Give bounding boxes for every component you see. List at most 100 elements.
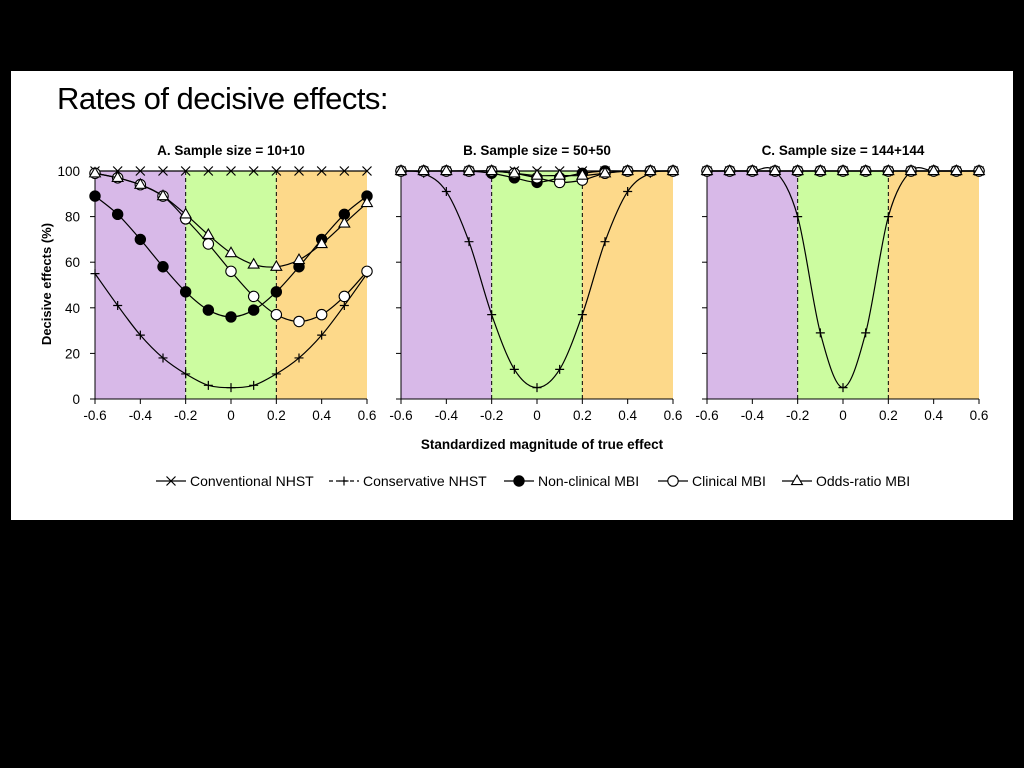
x-tick-label: -0.6	[83, 408, 106, 423]
x-tick-label: 0.4	[312, 408, 331, 423]
data-point	[224, 246, 238, 258]
region-negative	[95, 171, 186, 399]
data-point	[269, 259, 283, 271]
data-point	[600, 237, 610, 247]
x-tick-label: -0.6	[389, 408, 412, 423]
legend-item-non-clinical-mbi: Non-clinical MBI	[504, 473, 639, 489]
x-tick-label: 0.2	[267, 408, 286, 423]
panel-2: -0.6 -0.4 -0.2 0 0.2 0.4 0.6 B. Sample size = 5…	[389, 143, 682, 423]
series-odds-ratio-mbi	[88, 166, 374, 271]
data-point	[111, 208, 124, 221]
region-trivial	[185, 171, 277, 399]
data-point	[156, 189, 170, 201]
data-point	[225, 265, 237, 278]
y-tick-label: 40	[65, 301, 80, 316]
legend-item-conservative-nhst: Conservative NHST	[329, 473, 487, 489]
region-positive	[888, 171, 979, 399]
data-point	[360, 196, 374, 208]
region-negative	[401, 171, 492, 399]
y-tick-label: 80	[65, 210, 80, 225]
data-point	[339, 166, 350, 176]
panel-title: A. Sample size = 10+10	[157, 143, 305, 158]
data-point	[135, 166, 146, 176]
data-point	[315, 237, 329, 249]
data-point	[113, 301, 123, 311]
slide-title: Rates of decisive effects:	[57, 81, 389, 116]
x-tick-label: -0.2	[480, 408, 503, 423]
data-point	[555, 364, 565, 374]
data-point	[972, 164, 986, 176]
data-point	[247, 290, 260, 303]
x-tick-label: 0	[533, 408, 541, 423]
data-point	[362, 166, 372, 176]
data-point	[315, 308, 328, 321]
data-point	[793, 212, 803, 222]
data-point	[339, 301, 349, 311]
x-tick-label: 0.2	[879, 408, 898, 423]
data-point	[441, 187, 451, 197]
data-point	[271, 166, 282, 176]
y-tick-label: 20	[65, 346, 80, 361]
x-tick-label: -0.2	[786, 408, 809, 423]
series-odds-ratio-mbi	[700, 164, 986, 176]
legend-label: Conventional NHST	[190, 473, 314, 489]
data-point	[294, 353, 304, 363]
legend-label: Clinical MBI	[692, 473, 766, 489]
data-point	[643, 164, 657, 176]
data-point	[270, 308, 283, 321]
data-point	[270, 286, 283, 298]
x-tick-label: -0.4	[741, 408, 765, 423]
x-tick-label: -0.6	[695, 408, 718, 423]
data-point	[949, 164, 963, 176]
data-point	[487, 310, 497, 320]
data-point	[464, 237, 474, 247]
data-point	[791, 164, 805, 176]
data-point	[316, 166, 327, 176]
data-point	[532, 383, 542, 393]
data-point	[598, 166, 612, 178]
data-point	[226, 166, 236, 176]
data-point	[417, 164, 431, 176]
data-point	[577, 310, 587, 320]
y-axis-label: Decisive effects (%)	[39, 223, 54, 345]
x-tick-label: 0	[839, 408, 847, 423]
data-point	[723, 164, 737, 176]
data-point	[745, 164, 759, 176]
data-point	[248, 166, 259, 176]
data-point	[815, 328, 825, 338]
data-point	[575, 168, 589, 180]
series-conservative-nhst	[90, 269, 372, 393]
data-point	[337, 216, 351, 228]
data-point	[859, 164, 873, 176]
data-point	[462, 164, 476, 176]
data-point	[89, 190, 101, 202]
data-point	[507, 166, 521, 178]
x-tick-label: 0.6	[970, 408, 989, 423]
data-point	[509, 364, 519, 374]
data-point	[201, 227, 215, 239]
legend: Conventional NHST Conservative NHST Non-cl…	[156, 473, 910, 489]
data-point	[666, 164, 680, 176]
legend-label: Non-clinical MBI	[538, 473, 639, 489]
region-positive	[582, 171, 673, 399]
figure: -0.6 -0.4 -0.2 0 0.2 0.4 0.6 0 20 40 60 80 100 A. Sam…	[39, 143, 988, 489]
data-point	[111, 170, 125, 182]
data-point	[294, 166, 304, 176]
slide: Rates of decisive effects: -0.6 -0.4 -0.2 0…	[11, 71, 1013, 520]
data-point	[553, 168, 567, 180]
legend-marker	[513, 475, 525, 487]
data-point	[181, 369, 191, 379]
data-point	[439, 164, 453, 176]
legend-marker	[790, 474, 804, 486]
data-point	[88, 166, 102, 178]
data-point	[700, 164, 714, 176]
panel-1: -0.6 -0.4 -0.2 0 0.2 0.4 0.6 0 20 40 60 80 100 A. Sam…	[57, 143, 376, 423]
panels-layer: -0.6 -0.4 -0.2 0 0.2 0.4 0.6 0 20 40 60 80 100 A. Sam…	[57, 143, 988, 423]
data-point	[271, 369, 281, 379]
x-tick-label: -0.4	[129, 408, 153, 423]
data-point	[202, 304, 215, 316]
legend-marker	[339, 476, 349, 486]
x-tick-label: 0.6	[358, 408, 377, 423]
data-point	[134, 233, 147, 246]
x-tick-label: -0.2	[174, 408, 197, 423]
